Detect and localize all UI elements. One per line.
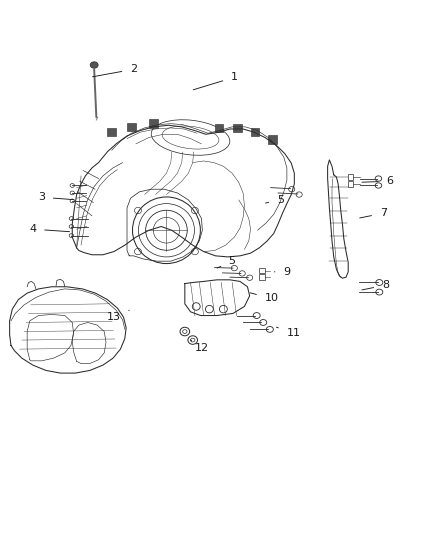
Bar <box>149 119 158 128</box>
Text: 8: 8 <box>362 280 389 290</box>
Text: 12: 12 <box>191 340 208 352</box>
Text: 4: 4 <box>29 224 70 234</box>
Bar <box>348 181 353 187</box>
Text: 11: 11 <box>276 327 300 338</box>
Text: 1: 1 <box>193 72 238 90</box>
Text: 3: 3 <box>38 192 74 202</box>
Ellipse shape <box>90 62 98 68</box>
Text: 7: 7 <box>360 208 387 218</box>
Bar <box>348 174 353 180</box>
Bar <box>233 124 242 132</box>
Text: 5: 5 <box>217 256 236 268</box>
Text: 5: 5 <box>265 195 284 205</box>
Bar <box>215 124 223 132</box>
Bar <box>259 274 265 280</box>
Bar <box>268 135 277 144</box>
Bar <box>127 123 136 131</box>
Bar <box>251 128 259 136</box>
Bar <box>259 268 265 273</box>
Text: 6: 6 <box>362 176 393 186</box>
Text: 2: 2 <box>92 64 137 77</box>
Text: 10: 10 <box>250 293 279 303</box>
Bar <box>107 128 116 136</box>
Text: 13: 13 <box>107 310 129 322</box>
Text: 9: 9 <box>274 267 290 277</box>
